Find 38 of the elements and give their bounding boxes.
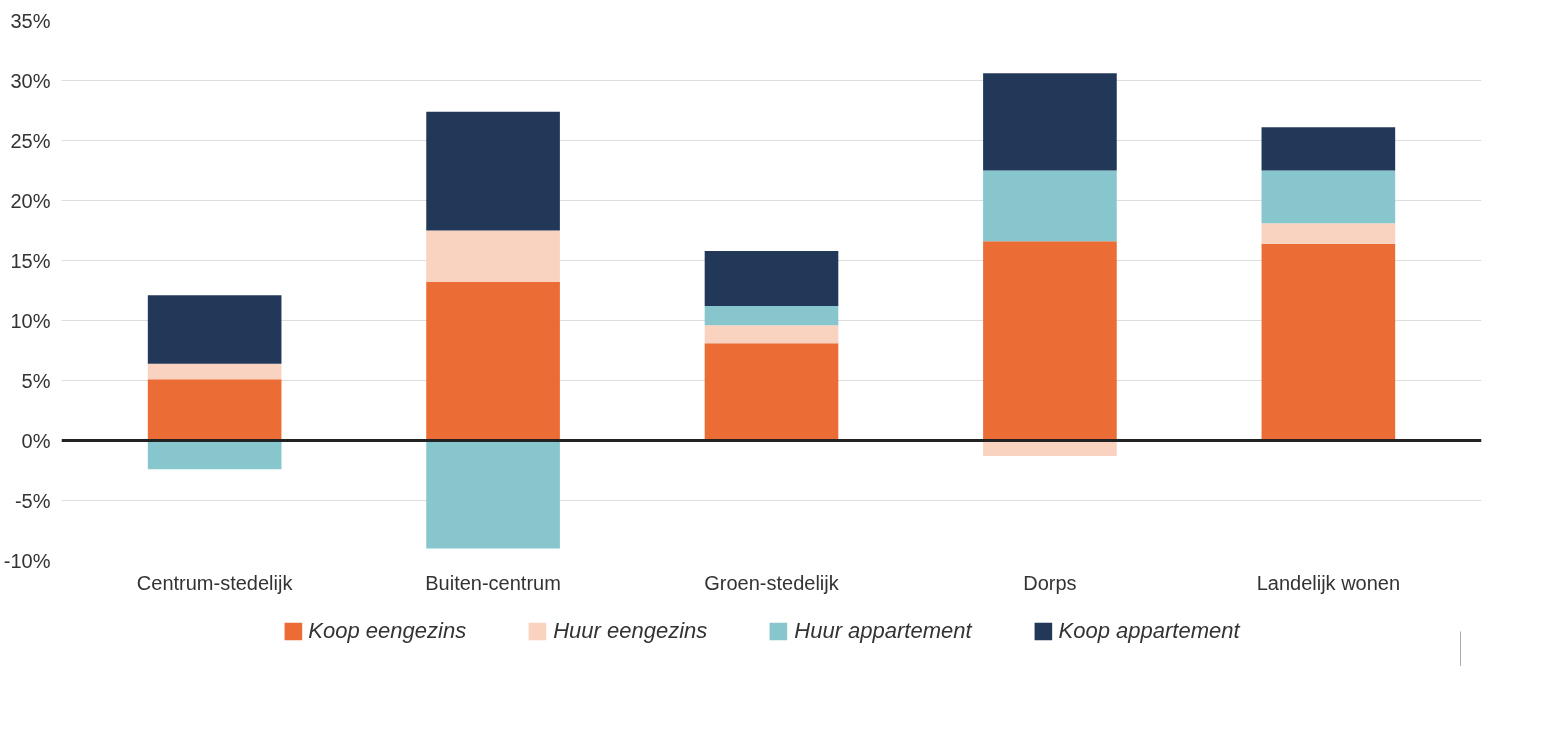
bar [147,440,282,470]
bar [426,111,560,231]
x-tick-label: Buiten-centrum [425,571,561,594]
y-tick-label: 0% [21,429,51,452]
x-tick-label: Centrum-stedelijk [136,571,294,594]
x-tick-label: Landelijk wonen [1256,571,1401,594]
bar [704,306,839,326]
y-tick-label: 20% [10,189,51,212]
y-tick-label: 15% [10,249,51,272]
bar [147,379,282,441]
y-tick-label: -10% [3,549,51,572]
bar [983,170,1117,242]
x-tick-label: Dorps [1023,571,1077,594]
bar [704,325,839,344]
y-tick-label: 10% [10,309,51,332]
y-tick-label: -5% [14,489,51,512]
y-tick-label: 5% [21,369,51,392]
y-tick-label: 30% [10,69,51,92]
bar [704,250,839,307]
bar [1261,170,1396,224]
legend-label: Koop appartement [1058,618,1240,644]
bar [147,363,282,380]
bar [426,282,560,441]
y-tick-label: 35% [10,9,51,32]
bar [426,440,560,549]
bar [983,241,1117,441]
bar [147,295,282,364]
bar [1261,223,1396,244]
legend-label: Huur appartement [794,618,972,644]
bar [983,73,1117,171]
y-tick-label: 25% [10,129,51,152]
legend-label: Koop eengezins [308,618,467,644]
bar [1261,243,1396,441]
bar [1261,127,1396,171]
bar [426,230,560,283]
bar [704,343,839,441]
legend-label: Huur eengezins [553,618,708,644]
x-tick-label: Groen-stedelijk [704,571,840,594]
